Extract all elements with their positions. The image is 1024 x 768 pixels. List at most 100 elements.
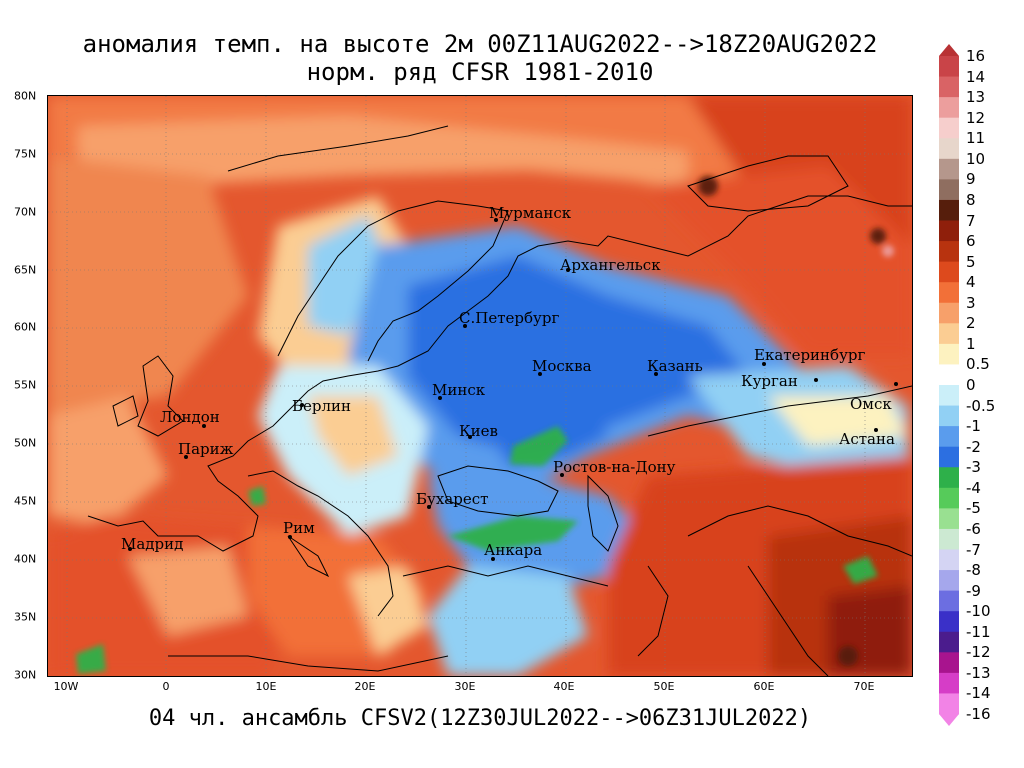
- city-label-paris: Париж: [178, 440, 234, 458]
- colorbar-swatch: [939, 179, 959, 201]
- colorbar-tick-label: 11: [966, 129, 986, 148]
- colorbar-tick-label: -10: [966, 602, 991, 621]
- colorbar-swatch: [939, 97, 959, 119]
- ensemble-footer: 04 чл. ансамбль CFSV2(12Z30JUL2022-->06Z…: [148, 706, 812, 731]
- colorbar-tick-label: 3: [966, 293, 976, 312]
- lat-label: 70N: [14, 205, 37, 219]
- city-marker: [566, 268, 570, 272]
- city-label-rome: Рим: [283, 519, 315, 537]
- colorbar-swatch: [939, 117, 959, 139]
- colorbar-tick-label: -2: [966, 437, 981, 456]
- anomaly-field: [48, 96, 912, 676]
- city-marker: [762, 362, 766, 366]
- lon-label: 10E: [255, 680, 277, 693]
- colorbar-swatch: [939, 549, 959, 571]
- city-marker: [494, 218, 498, 222]
- city-label-murmansk: Мурманск: [489, 204, 572, 222]
- colorbar-swatch: [939, 302, 959, 324]
- colorbar-tick-label: -1: [966, 417, 981, 436]
- colorbar-swatch: [939, 446, 959, 468]
- colorbar-swatch: [939, 158, 959, 180]
- colorbar-swatch: [939, 405, 959, 427]
- colorbar-tick-label: -13: [966, 663, 991, 682]
- colorbar: [939, 44, 959, 726]
- lat-label: 45N: [14, 494, 37, 508]
- colorbar-swatch: [939, 611, 959, 633]
- city-label-rostov-on-don: Ростов-на-Дону: [553, 458, 676, 476]
- colorbar-tick-label: 10: [966, 149, 986, 168]
- city-marker: [814, 378, 818, 382]
- lon-label: 30E: [454, 680, 476, 693]
- colorbar-tick-label: 7: [966, 211, 976, 230]
- colorbar-swatch: [939, 426, 959, 448]
- lat-label: 80N: [14, 89, 37, 103]
- colorbar-swatch: [939, 631, 959, 653]
- lat-label: 65N: [14, 263, 37, 277]
- city-marker: [128, 547, 132, 551]
- lat-label: 55N: [14, 378, 37, 392]
- lon-label: 50E: [653, 680, 675, 693]
- city-marker: [463, 324, 467, 328]
- colorbar-swatch: [939, 220, 959, 242]
- colorbar-bottom-arrow: [939, 714, 959, 726]
- city-label-kyiv: Киев: [459, 422, 498, 440]
- lon-label: 40E: [553, 680, 575, 693]
- colorbar-swatch: [939, 570, 959, 592]
- city-label-madrid: Мадрид: [121, 535, 184, 553]
- city-label-bucharest: Бухарест: [416, 490, 489, 508]
- colorbar-tick-label: -14: [966, 684, 991, 703]
- city-label-omsk: Омск: [850, 395, 892, 413]
- city-marker: [654, 372, 658, 376]
- city-label-berlin: Берлин: [292, 397, 352, 415]
- lon-label: 20E: [354, 680, 376, 693]
- city-label-arkhangelsk: Архангельск: [560, 256, 661, 274]
- colorbar-swatch: [939, 508, 959, 530]
- colorbar-tick-label: -16: [966, 705, 991, 723]
- colorbar-swatch: [939, 672, 959, 694]
- colorbar-swatch: [939, 693, 959, 715]
- colorbar-swatch: [939, 385, 959, 407]
- city-label-kurgan: Курган: [741, 372, 798, 390]
- colorbar-tick-label: 14: [966, 67, 986, 86]
- city-label-yekaterinburg: Екатеринбург: [754, 346, 866, 364]
- colorbar-swatch: [939, 241, 959, 263]
- lat-label: 60N: [14, 320, 37, 334]
- lon-label: 60E: [753, 680, 775, 693]
- colorbar-tick-label: -9: [966, 581, 981, 600]
- colorbar-swatch: [939, 467, 959, 489]
- coastlines: [87, 125, 912, 676]
- lon-label: 70E: [853, 680, 875, 693]
- city-marker: [184, 455, 188, 459]
- city-marker: [427, 505, 431, 509]
- colorbar-tick-label: 9: [966, 170, 976, 189]
- colorbar-tick-label: 0.5: [966, 355, 990, 374]
- lat-label: 30N: [14, 668, 37, 682]
- colorbar-top-arrow: [939, 44, 959, 56]
- lat-label: 40N: [14, 552, 37, 566]
- city-label-st-petersburg: С.Петербург: [459, 309, 560, 327]
- colorbar-tick-label: -0.5: [966, 396, 996, 415]
- city-marker: [468, 435, 472, 439]
- colorbar-tick-label: -8: [966, 561, 981, 580]
- map-title-line2: норм. ряд CFSR 1981-2010: [306, 58, 654, 86]
- city-marker: [300, 403, 304, 407]
- temperature-anomaly-map: [47, 95, 913, 677]
- colorbar-swatch: [939, 487, 959, 509]
- colorbar-tick-label: -7: [966, 540, 981, 559]
- city-marker: [538, 372, 542, 376]
- colorbar-swatch: [939, 261, 959, 283]
- colorbar-swatch: [939, 199, 959, 221]
- colorbar-tick-label: -5: [966, 499, 981, 518]
- city-marker: [874, 428, 878, 432]
- colorbar-tick-label: 12: [966, 108, 986, 127]
- colorbar-swatch: [939, 138, 959, 160]
- colorbar-tick-label: 8: [966, 190, 976, 209]
- city-label-astana: Астана: [839, 430, 895, 448]
- city-marker: [491, 557, 495, 561]
- map-title-line1: аномалия темп. на высоте 2м 00Z11AUG2022…: [82, 30, 878, 58]
- colorbar-tick-label: -11: [966, 622, 991, 641]
- colorbar-tick-label: 5: [966, 252, 976, 271]
- lon-label: 0: [162, 680, 170, 693]
- city-marker: [560, 473, 564, 477]
- colorbar-swatch: [939, 364, 959, 386]
